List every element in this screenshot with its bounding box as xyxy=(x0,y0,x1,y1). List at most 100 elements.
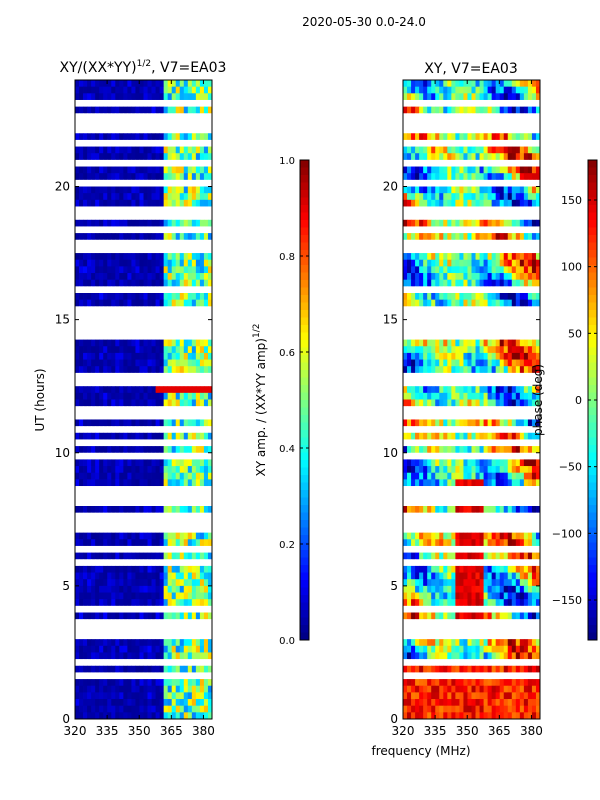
heatmap-cell xyxy=(99,159,104,167)
heatmap-cell xyxy=(87,233,92,241)
heatmap-cell xyxy=(527,386,533,394)
heatmap-cell xyxy=(143,306,148,314)
heatmap-cell xyxy=(155,146,161,154)
heatmap-cell xyxy=(535,273,541,281)
heatmap-cell xyxy=(407,392,412,400)
heatmap-cell xyxy=(75,286,80,294)
heatmap-cell xyxy=(87,459,92,467)
heatmap-cell xyxy=(147,246,152,254)
heatmap-cell xyxy=(191,206,197,214)
heatmap-cell xyxy=(99,599,104,607)
heatmap-cell xyxy=(87,166,92,174)
heatmap-cell xyxy=(155,399,161,407)
heatmap-cell xyxy=(403,166,408,174)
heatmap-cell xyxy=(491,199,497,207)
heatmap-cell xyxy=(163,446,169,454)
heatmap-cell xyxy=(187,159,193,167)
heatmap-cell xyxy=(187,186,193,194)
heatmap-cell xyxy=(139,559,144,567)
heatmap-cell xyxy=(411,153,416,161)
heatmap-cell xyxy=(151,625,156,633)
heatmap-cell xyxy=(519,279,525,287)
heatmap-cell xyxy=(423,193,428,201)
heatmap-cell xyxy=(167,299,173,307)
heatmap-cell xyxy=(495,299,501,307)
heatmap-cell xyxy=(495,352,501,360)
heatmap-cell xyxy=(411,173,416,181)
heatmap-cell xyxy=(119,559,124,567)
heatmap-cell xyxy=(523,339,529,347)
heatmap-cell xyxy=(115,625,120,633)
heatmap-cell xyxy=(207,419,213,427)
heatmap-cell xyxy=(463,226,468,234)
heatmap-cell xyxy=(411,166,416,174)
heatmap-cell xyxy=(419,326,424,334)
heatmap-cell xyxy=(199,186,205,194)
heatmap-cell xyxy=(79,126,84,134)
heatmap-cell xyxy=(191,366,197,374)
heatmap-cell xyxy=(195,86,201,94)
heatmap-cell xyxy=(447,386,452,394)
heatmap-cell xyxy=(83,499,88,507)
heatmap-cell xyxy=(111,512,116,520)
heatmap-cell xyxy=(179,532,185,540)
heatmap-cell xyxy=(187,572,193,580)
heatmap-cell xyxy=(99,119,104,127)
heatmap-cell xyxy=(523,186,529,194)
heatmap-cell xyxy=(423,332,428,340)
heatmap-cell xyxy=(431,279,436,287)
heatmap-cell xyxy=(79,519,84,527)
heatmap-cell xyxy=(143,379,148,387)
heatmap-cell xyxy=(131,645,136,653)
heatmap-cell xyxy=(131,552,136,560)
heatmap-cell xyxy=(107,446,112,454)
heatmap-cell xyxy=(191,239,197,247)
heatmap-cell xyxy=(151,246,156,254)
heatmap-cell xyxy=(179,565,185,573)
heatmap-cell xyxy=(523,93,529,101)
heatmap-cell xyxy=(483,366,489,374)
heatmap-cell xyxy=(167,685,173,693)
heatmap-cell xyxy=(195,133,201,141)
heatmap-cell xyxy=(99,186,104,194)
heatmap-cell xyxy=(199,519,205,527)
heatmap-cell xyxy=(159,559,165,567)
heatmap-cell xyxy=(99,279,104,287)
heatmap-cell xyxy=(127,665,132,673)
heatmap-cell xyxy=(483,253,489,261)
heatmap-cell xyxy=(95,106,100,114)
heatmap-cell xyxy=(499,299,505,307)
heatmap-cell xyxy=(171,332,177,340)
heatmap-cell xyxy=(135,273,140,281)
heatmap-cell xyxy=(171,253,177,261)
heatmap-cell xyxy=(75,619,80,627)
heatmap-cell xyxy=(83,259,88,267)
heatmap-cell xyxy=(511,133,517,141)
heatmap-cell xyxy=(75,432,80,440)
heatmap-cell xyxy=(195,446,201,454)
heatmap-cell xyxy=(407,339,412,347)
heatmap-cell xyxy=(155,359,161,367)
heatmap-cell xyxy=(135,512,140,520)
heatmap-cell xyxy=(415,219,420,227)
heatmap-cell xyxy=(123,452,128,460)
heatmap-cell xyxy=(199,346,205,354)
heatmap-cell xyxy=(199,705,205,713)
heatmap-cell xyxy=(531,219,537,227)
heatmap-cell xyxy=(75,93,80,101)
heatmap-cell xyxy=(467,206,472,214)
heatmap-cell xyxy=(75,592,80,600)
heatmap-cell xyxy=(187,439,193,447)
heatmap-cell xyxy=(95,273,100,281)
heatmap-cell xyxy=(139,585,144,593)
heatmap-cell xyxy=(535,186,541,194)
heatmap-cell xyxy=(459,86,464,94)
heatmap-cell xyxy=(207,279,213,287)
heatmap-cell xyxy=(511,93,517,101)
heatmap-cell xyxy=(79,439,84,447)
heatmap-cell xyxy=(175,486,181,494)
heatmap-cell xyxy=(519,266,525,274)
heatmap-cell xyxy=(179,419,185,427)
heatmap-cell xyxy=(103,199,108,207)
heatmap-cell xyxy=(195,392,201,400)
